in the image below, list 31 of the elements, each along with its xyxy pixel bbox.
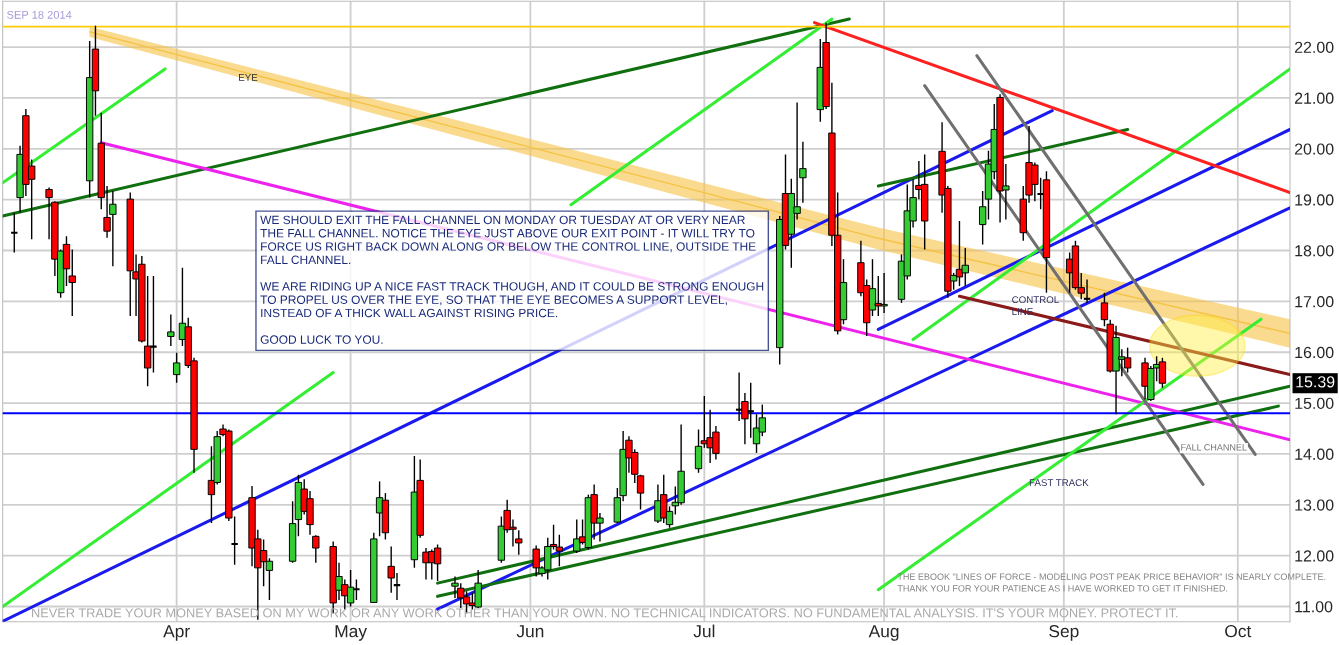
y-tick-label: 20.00 (1294, 143, 1334, 155)
candlestick (312, 534, 320, 564)
text: SEP 18 2014 (7, 10, 72, 19)
x-tick-label: May (335, 625, 367, 641)
y-tick-label: 21.00 (1294, 92, 1334, 104)
y-tick-label: 19.00 (1295, 194, 1334, 206)
x-tick-label: Jun (516, 625, 544, 638)
annotation: FALL CHANNEL (1181, 444, 1247, 451)
candlestick (167, 313, 175, 347)
x-tick-label: Jul (693, 624, 715, 638)
annotation: FAST TRACK (1029, 479, 1089, 487)
x-tick-label: Oct (1225, 625, 1252, 638)
candlestick (172, 352, 181, 384)
y-tick-label: 18.00 (1295, 245, 1334, 257)
y-tick-label: 17.00 (1295, 296, 1334, 308)
y-tick-label: 22.00 (1294, 41, 1334, 54)
y-tick-label: 11.00 (1295, 601, 1333, 613)
candlestick (573, 518, 581, 554)
x-tick-label: Apr (163, 625, 190, 641)
x-tick-label: Sep (1049, 625, 1079, 641)
y-tick-label: 13.00 (1295, 499, 1334, 511)
candlestick (694, 428, 703, 474)
x-tick-label: Aug (868, 625, 899, 641)
candlestick (10, 212, 19, 254)
y-tick-label: 14.00 (1295, 448, 1334, 460)
text: WE SHOULD EXIT THE FALL CHANNEL ON MONDAY OR TUESDAY AT OR VERY NEAR THE FALL CHANNEL. NOTICE THE EYE JUST ABOVE OUR EXIT POINT - IT WILL TRY TO FORCE US RIGHT BACK DOWN ALONG OR BELOW THE CONTROL LINE, OUTSIDE THE FALL CHANNEL. WE ARE RIDING UP A NICE FAST TRACK THOUGH, AND IT COULD BE STRONG ENOUGH TO PROPEL US OVER THE EYE, SO THAT THE EYE BECOMES A SUPPORT LEVEL, INSTEAD OF A THICK WALL AGAINST RISING PRICE. GOOD LUCK TO YOU. (260, 215, 764, 344)
y-tick-label: 12.00 (1295, 550, 1334, 562)
y-tick-label: 16.00 (1295, 346, 1334, 359)
y-tick-label: 15.00 (1295, 397, 1334, 410)
text: 15.39 (1296, 376, 1335, 388)
annotation: EYE (239, 74, 258, 81)
